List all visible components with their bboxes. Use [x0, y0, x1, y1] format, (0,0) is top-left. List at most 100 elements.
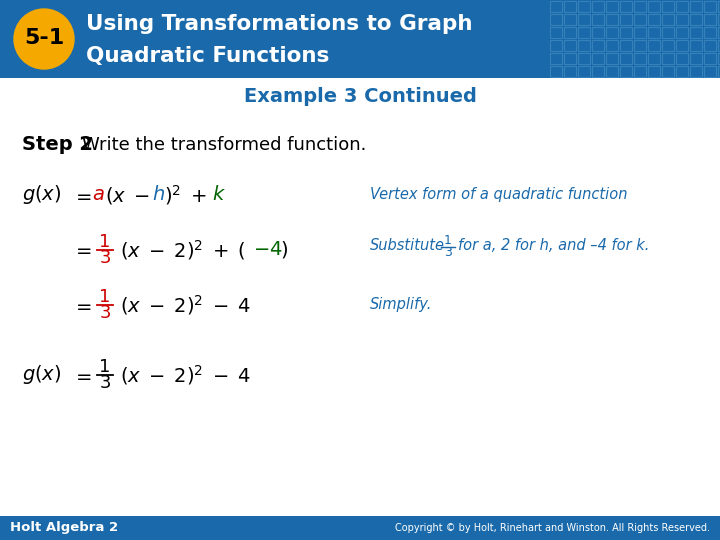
Bar — [648, 14, 660, 25]
Text: $g(x)$: $g(x)$ — [22, 363, 61, 387]
Bar — [578, 27, 590, 38]
Text: 3: 3 — [99, 249, 111, 267]
Text: for a, 2 for h, and –4 for k.: for a, 2 for h, and –4 for k. — [458, 239, 649, 253]
Text: 1: 1 — [444, 233, 452, 246]
Bar — [564, 53, 576, 64]
Bar — [662, 53, 674, 64]
Bar — [648, 66, 660, 77]
Bar — [606, 66, 618, 77]
Text: $g(x)$: $g(x)$ — [22, 184, 61, 206]
Text: 3: 3 — [99, 374, 111, 392]
Bar — [676, 40, 688, 51]
Text: 3: 3 — [99, 304, 111, 322]
Bar — [634, 66, 646, 77]
Text: $)^2\;+\;$: $)^2\;+\;$ — [164, 183, 207, 207]
Bar — [620, 14, 632, 25]
Bar — [550, 1, 562, 12]
Bar — [690, 27, 702, 38]
Bar — [592, 14, 604, 25]
Text: 1: 1 — [99, 358, 111, 376]
Bar — [690, 1, 702, 12]
Bar — [620, 27, 632, 38]
Bar — [690, 14, 702, 25]
Text: Using Transformations to Graph: Using Transformations to Graph — [86, 14, 472, 34]
Bar — [662, 40, 674, 51]
Bar — [550, 14, 562, 25]
Text: $(x\;-\;$: $(x\;-\;$ — [105, 185, 150, 206]
Bar — [620, 53, 632, 64]
Bar — [704, 1, 716, 12]
Bar — [634, 1, 646, 12]
Text: $=$: $=$ — [72, 366, 92, 384]
Bar — [606, 14, 618, 25]
Bar — [620, 1, 632, 12]
Bar — [620, 40, 632, 51]
Bar — [550, 27, 562, 38]
Bar — [578, 1, 590, 12]
Bar — [592, 53, 604, 64]
Text: Step 2: Step 2 — [22, 136, 93, 154]
Bar — [578, 40, 590, 51]
Text: $(x\;-\;2)^2\;-\;4$: $(x\;-\;2)^2\;-\;4$ — [120, 363, 251, 387]
Text: Write the transformed function.: Write the transformed function. — [82, 136, 366, 154]
Bar — [662, 66, 674, 77]
Bar — [578, 14, 590, 25]
Text: $=$: $=$ — [72, 186, 92, 205]
Bar — [550, 53, 562, 64]
Bar — [676, 27, 688, 38]
Text: $(x\;-\;2)^2\;-\;4$: $(x\;-\;2)^2\;-\;4$ — [120, 293, 251, 317]
Bar — [718, 40, 720, 51]
Bar — [634, 53, 646, 64]
Text: $-4$: $-4$ — [253, 241, 283, 259]
Bar — [718, 53, 720, 64]
Bar — [690, 53, 702, 64]
Bar — [662, 14, 674, 25]
Bar — [662, 1, 674, 12]
Text: $(x\;-\;2)^2\;+\;($: $(x\;-\;2)^2\;+\;($ — [120, 238, 246, 262]
Bar — [634, 14, 646, 25]
Bar — [648, 27, 660, 38]
Bar — [606, 40, 618, 51]
Bar — [592, 66, 604, 77]
Text: $h$: $h$ — [152, 186, 165, 205]
Text: $=$: $=$ — [72, 295, 92, 314]
Bar — [592, 27, 604, 38]
Text: Holt Algebra 2: Holt Algebra 2 — [10, 522, 118, 535]
Bar — [592, 1, 604, 12]
Bar — [648, 53, 660, 64]
Bar — [718, 66, 720, 77]
Text: $k$: $k$ — [212, 186, 226, 205]
Text: Example 3 Continued: Example 3 Continued — [243, 86, 477, 105]
Text: 3: 3 — [444, 246, 452, 260]
Bar — [634, 40, 646, 51]
Bar — [662, 27, 674, 38]
Circle shape — [14, 9, 74, 69]
Text: Substitute: Substitute — [370, 239, 445, 253]
Bar — [564, 27, 576, 38]
Text: Simplify.: Simplify. — [370, 298, 433, 313]
Bar — [704, 14, 716, 25]
Bar — [676, 14, 688, 25]
Bar — [606, 27, 618, 38]
Text: Vertex form of a quadratic function: Vertex form of a quadratic function — [370, 187, 628, 202]
Bar — [564, 1, 576, 12]
Bar — [676, 66, 688, 77]
Bar — [718, 14, 720, 25]
Bar — [634, 27, 646, 38]
Bar — [592, 40, 604, 51]
Bar — [704, 66, 716, 77]
Bar — [578, 53, 590, 64]
Bar — [704, 27, 716, 38]
Bar — [550, 66, 562, 77]
Text: $)$: $)$ — [280, 240, 288, 260]
Bar — [676, 53, 688, 64]
Bar — [704, 53, 716, 64]
Text: $=$: $=$ — [72, 240, 92, 260]
Text: $a$: $a$ — [92, 186, 104, 204]
Bar — [606, 1, 618, 12]
Bar — [676, 1, 688, 12]
Bar — [718, 1, 720, 12]
Text: Quadratic Functions: Quadratic Functions — [86, 46, 329, 66]
Bar — [550, 40, 562, 51]
Bar — [648, 40, 660, 51]
